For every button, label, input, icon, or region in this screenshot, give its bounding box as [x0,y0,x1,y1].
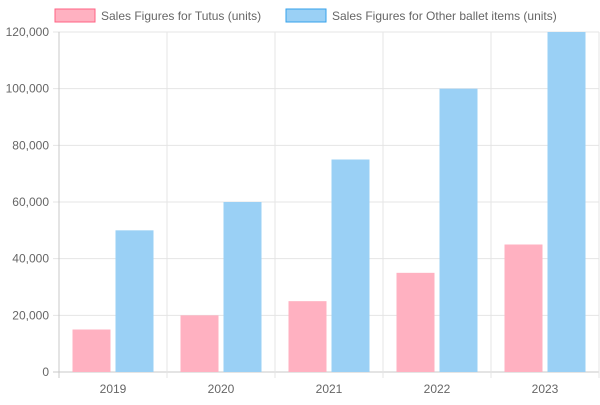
x-tick-label: 2019 [100,382,127,396]
axes: 0 20,000 40,000 60,000 80,000 100,000 120,000 2… [6,25,559,396]
bar [439,88,478,373]
bar [72,329,111,372]
x-tick-label: 2021 [316,382,343,396]
bar [547,32,586,372]
legend-item-other-ballet-items[interactable]: Sales Figures for Other ballet items (un… [285,8,557,23]
bar [223,202,262,372]
bar [331,159,370,372]
legend-item-tutus[interactable]: Sales Figures for Tutus (units) [54,8,261,23]
y-tick-label: 60,000 [12,195,49,209]
y-tick-label: 100,000 [6,82,50,96]
legend: Sales Figures for Tutus (units) Sales Fi… [54,8,557,23]
x-tick-label: 2022 [424,382,451,396]
x-tick-label: 2020 [208,382,235,396]
y-tick-label: 80,000 [12,138,49,152]
legend-swatch-tutus [54,8,96,23]
bar [115,230,154,372]
legend-label-other-ballet-items: Sales Figures for Other ballet items (un… [332,9,557,23]
legend-swatch-other-ballet-items [285,8,327,23]
legend-label-tutus: Sales Figures for Tutus (units) [101,9,261,23]
bars [72,32,586,373]
bar [288,301,327,372]
y-tick-label: 120,000 [6,25,50,39]
x-tick-label: 2023 [532,382,559,396]
bar [504,244,543,372]
y-tick-label: 20,000 [12,308,49,322]
bar [396,272,435,372]
y-tick-label: 40,000 [12,252,49,266]
bar [180,315,219,372]
y-tick-label: 0 [42,365,49,379]
